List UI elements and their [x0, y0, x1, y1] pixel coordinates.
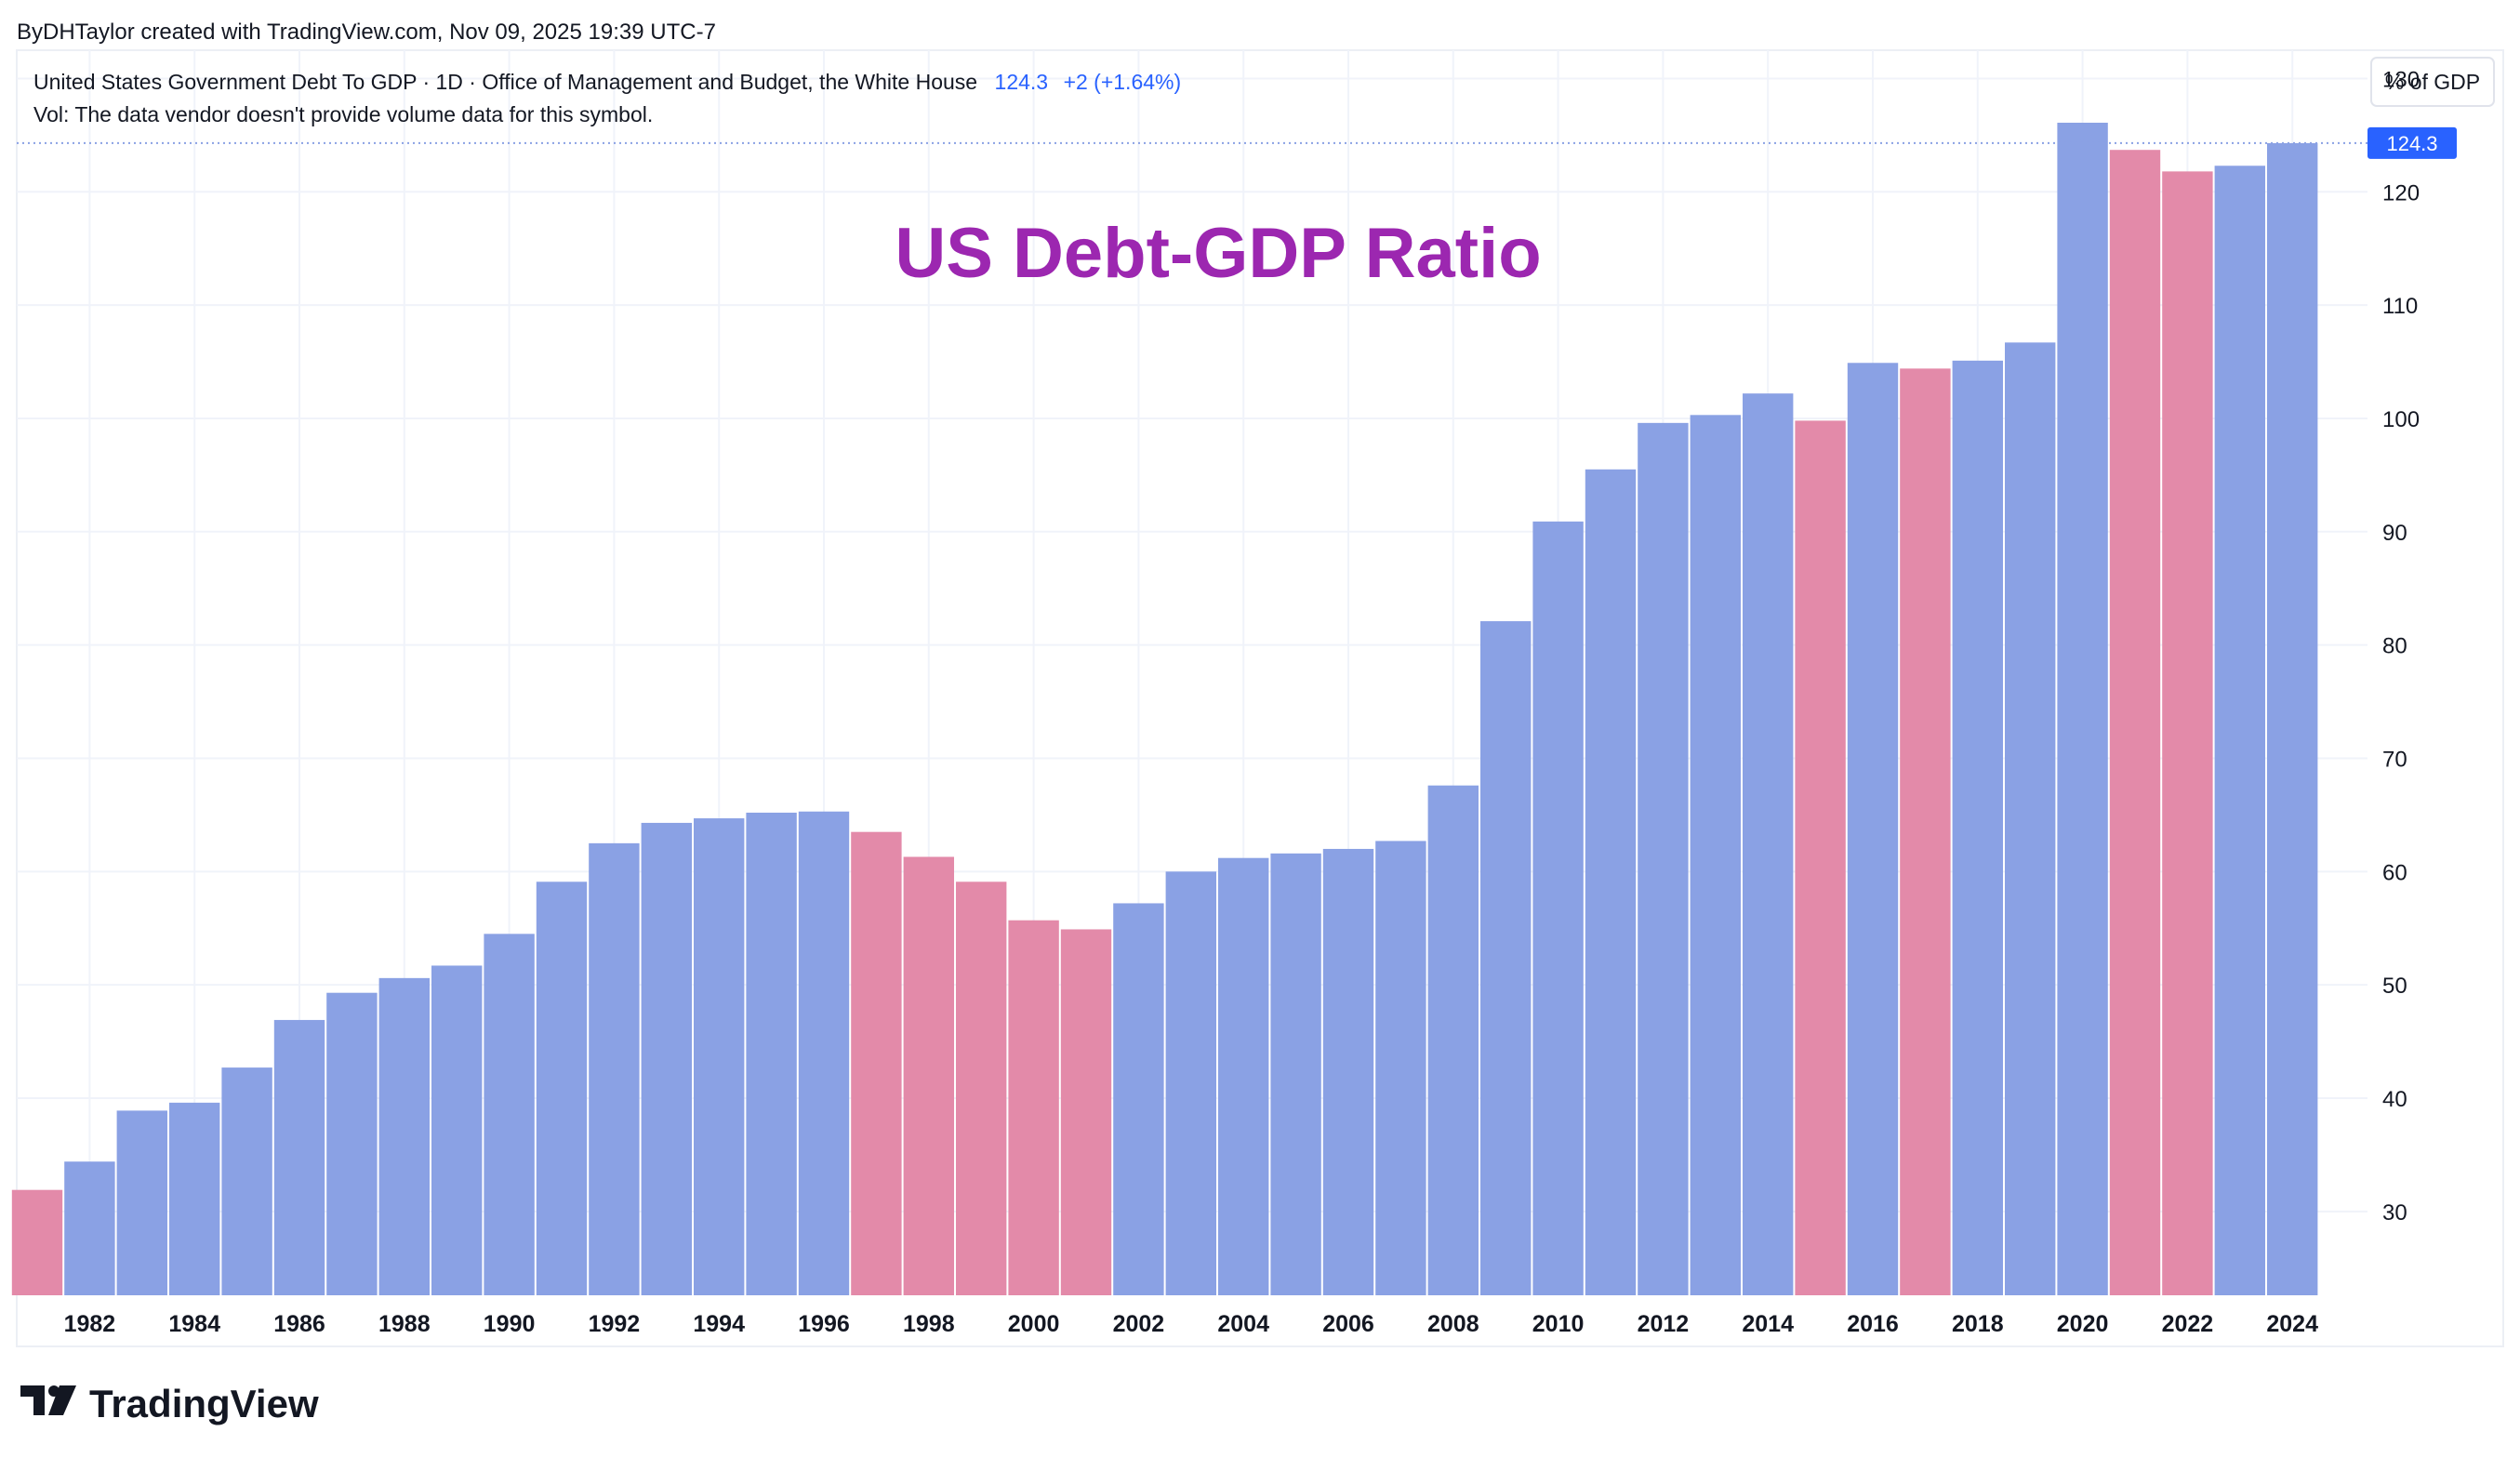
- legend-change: +2 (+1.64%): [1064, 70, 1182, 94]
- y-tick-label: 80: [2382, 634, 2407, 659]
- tradingview-logo-text: TradingView: [89, 1382, 319, 1425]
- y-tick-label: 110: [2382, 294, 2418, 319]
- bar[interactable]: [641, 822, 692, 1295]
- y-tick-label: 130: [2382, 67, 2420, 92]
- x-tick-label: 2016: [1847, 1311, 1899, 1337]
- x-tick-label: 2024: [2266, 1311, 2318, 1337]
- y-tick-label: 100: [2382, 407, 2420, 432]
- bar[interactable]: [956, 881, 1007, 1295]
- bar[interactable]: [2057, 122, 2108, 1296]
- bar[interactable]: [694, 818, 745, 1295]
- bar[interactable]: [1480, 621, 1532, 1295]
- x-tick-label: 1992: [589, 1311, 641, 1337]
- bar[interactable]: [1218, 857, 1269, 1295]
- tradingview-logo[interactable]: TradingView: [20, 1382, 319, 1425]
- y-tick-label: 50: [2382, 974, 2407, 999]
- bar[interactable]: [64, 1161, 115, 1295]
- bar[interactable]: [1952, 360, 2003, 1296]
- chart-frame: [16, 49, 2504, 1347]
- x-tick-label: 2010: [1532, 1311, 1585, 1337]
- bar[interactable]: [11, 1189, 63, 1295]
- x-tick-label: 1982: [64, 1311, 116, 1337]
- y-tick-label: 120: [2382, 180, 2420, 205]
- bar[interactable]: [1532, 521, 1584, 1295]
- x-tick-label: 1986: [273, 1311, 325, 1337]
- y-tick-label: 30: [2382, 1200, 2407, 1226]
- price-label-text: 124.3: [2386, 132, 2437, 155]
- x-tick-label: 2002: [1113, 1311, 1165, 1337]
- bar[interactable]: [1322, 848, 1374, 1295]
- bar[interactable]: [1743, 393, 1794, 1295]
- price-label: 124.3: [2367, 126, 2457, 159]
- bar[interactable]: [2214, 166, 2265, 1296]
- x-tick-label: 2006: [1322, 1311, 1374, 1337]
- bar[interactable]: [169, 1102, 220, 1295]
- bar[interactable]: [1638, 422, 1689, 1295]
- x-tick-label: 1984: [168, 1311, 220, 1337]
- x-tick-label: 1996: [798, 1311, 850, 1337]
- bar[interactable]: [589, 842, 640, 1295]
- x-tick-label: 1998: [903, 1311, 955, 1337]
- unit-label: % of GDP: [2385, 70, 2480, 94]
- bar[interactable]: [1847, 363, 1899, 1296]
- bar[interactable]: [1585, 469, 1637, 1295]
- y-tick-label: 40: [2382, 1087, 2407, 1112]
- bar[interactable]: [273, 1019, 325, 1295]
- x-tick-label: 2014: [1742, 1311, 1794, 1337]
- bar[interactable]: [851, 831, 902, 1295]
- bar[interactable]: [1008, 920, 1059, 1295]
- chart-title: US Debt-GDP Ratio: [895, 214, 1541, 293]
- x-tick-label: 2012: [1638, 1311, 1690, 1337]
- x-tick-label: 2000: [1008, 1311, 1060, 1337]
- price-label-bg: [2367, 126, 2457, 159]
- bar[interactable]: [903, 856, 954, 1295]
- bar[interactable]: [1375, 841, 1426, 1295]
- legend-symbol: United States Government Debt To GDP · 1…: [33, 70, 977, 94]
- bar[interactable]: [1270, 853, 1321, 1295]
- bar[interactable]: [116, 1110, 167, 1295]
- legend-volume-note: Vol: The data vendor doesn't provide vol…: [33, 102, 653, 126]
- bar[interactable]: [1690, 415, 1741, 1295]
- x-tick-label: 2004: [1217, 1311, 1269, 1337]
- x-tick-label: 2020: [2057, 1311, 2109, 1337]
- bar[interactable]: [431, 965, 483, 1295]
- bar[interactable]: [484, 934, 535, 1295]
- bar[interactable]: [326, 992, 378, 1295]
- x-axis[interactable]: 1982 1984 1986 1988 1990 1992 1994 1996 1998 2000…: [64, 1311, 2319, 1337]
- bar[interactable]: [378, 977, 430, 1295]
- x-tick-label: 2018: [1952, 1311, 2004, 1337]
- legend-last-value: 124.3: [995, 70, 1049, 94]
- bar[interactable]: [1795, 420, 1846, 1295]
- byline: ByDHTaylor created with TradingView.com,…: [17, 20, 716, 45]
- x-tick-label: 1994: [693, 1311, 745, 1337]
- bar[interactable]: [798, 811, 850, 1295]
- bar[interactable]: [746, 812, 797, 1295]
- bar[interactable]: [1113, 903, 1164, 1295]
- y-tick-label: 70: [2382, 747, 2407, 772]
- bar[interactable]: [2005, 342, 2056, 1295]
- bar[interactable]: [536, 881, 588, 1295]
- tradingview-logo-icon: [20, 1385, 76, 1415]
- bar[interactable]: [1060, 929, 1112, 1295]
- bar[interactable]: [1165, 871, 1216, 1295]
- bar-series[interactable]: [11, 122, 2318, 1296]
- y-tick-label: 90: [2382, 521, 2407, 546]
- y-tick-label: 60: [2382, 860, 2407, 885]
- x-tick-label: 2022: [2162, 1311, 2214, 1337]
- unit-label-box[interactable]: [2370, 57, 2495, 107]
- bar[interactable]: [2267, 142, 2318, 1295]
- x-tick-label: 1988: [378, 1311, 431, 1337]
- bar[interactable]: [221, 1067, 272, 1295]
- y-axis[interactable]: 30 40 50 60 70 80 90 100 110 120 130: [2382, 67, 2420, 1225]
- x-tick-label: 2008: [1427, 1311, 1479, 1337]
- bar[interactable]: [2109, 150, 2161, 1295]
- bar[interactable]: [2162, 171, 2213, 1295]
- bar[interactable]: [1900, 368, 1951, 1295]
- bar[interactable]: [1427, 785, 1479, 1295]
- legend-line[interactable]: United States Government Debt To GDP · 1…: [33, 70, 1181, 94]
- x-tick-label: 1990: [484, 1311, 536, 1337]
